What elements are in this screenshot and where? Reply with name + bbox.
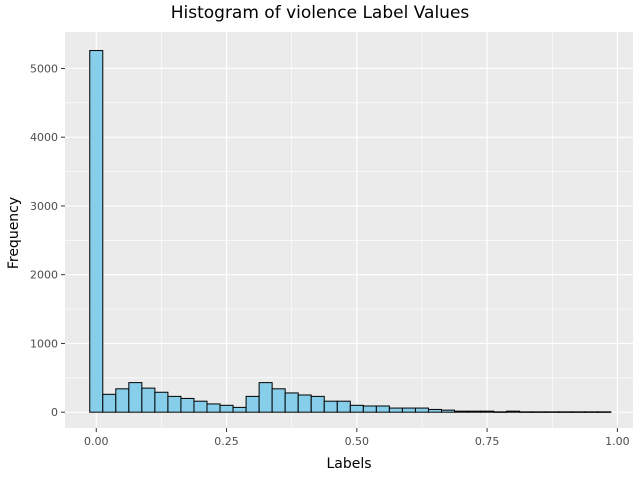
y-tick-label: 3000 [30, 200, 58, 213]
histogram-bar [284, 392, 299, 413]
histogram-bar [310, 395, 325, 413]
histogram-bar [467, 410, 482, 413]
histogram-bar [141, 387, 156, 413]
y-tick-label: 2000 [30, 269, 58, 282]
x-tick-label: 0.00 [84, 435, 109, 448]
histogram-bar [115, 388, 130, 413]
histogram-bar [271, 388, 286, 413]
histogram-bar [362, 405, 377, 413]
x-axis-label: Labels [326, 456, 372, 472]
histogram-bar [545, 411, 560, 413]
histogram-bar [480, 410, 495, 413]
histogram-bar [297, 394, 312, 413]
histogram-bar [193, 400, 208, 413]
histogram-bar [154, 391, 169, 413]
histogram-bar [427, 408, 442, 413]
y-axis-label: Frequency [6, 196, 22, 270]
histogram-bar [440, 409, 456, 413]
x-tick-label: 1.00 [605, 435, 630, 448]
histogram-bar [232, 406, 247, 413]
y-tick-label: 0 [51, 406, 58, 419]
histogram-bar [532, 411, 547, 413]
histogram-bar [89, 50, 104, 413]
y-tick-label: 1000 [30, 337, 58, 350]
histogram-bar [128, 382, 143, 413]
y-axis: 0 1000 2000 3000 4000 5000 [30, 62, 65, 419]
histogram-bar [245, 395, 260, 413]
histogram-bar [493, 411, 508, 413]
histogram-bar [506, 410, 521, 413]
y-tick-label: 5000 [30, 62, 58, 75]
histogram-bar [584, 411, 599, 413]
y-tick-label: 4000 [30, 131, 58, 144]
x-axis: 0.00 0.25 0.50 0.75 1.00 [84, 428, 630, 448]
histogram-bar [167, 395, 182, 413]
histogram-bar [206, 403, 221, 413]
histogram-bar [336, 400, 351, 413]
histogram-bars [89, 50, 612, 413]
x-tick-label: 0.75 [475, 435, 500, 448]
minor-gridlines [65, 32, 633, 428]
plot-panel [65, 32, 633, 428]
x-tick-label: 0.50 [345, 435, 370, 448]
histogram-bar [401, 407, 416, 413]
histogram-bar [180, 397, 195, 413]
histogram-bar [414, 407, 429, 413]
histogram-bar [454, 410, 469, 413]
histogram-bar [571, 411, 586, 413]
histogram-bar [558, 411, 573, 413]
histogram-bar [388, 407, 403, 413]
histogram-bar [323, 400, 338, 413]
histogram-bar [349, 404, 364, 413]
histogram-bar [597, 411, 612, 413]
histogram-bar [375, 405, 390, 413]
histogram-bar [519, 411, 534, 413]
histogram-bar [258, 382, 273, 413]
x-tick-label: 0.25 [214, 435, 239, 448]
histogram-bar [102, 393, 117, 413]
histogram-bar [219, 404, 234, 413]
chart-title: Histogram of violence Label Values [170, 3, 470, 23]
